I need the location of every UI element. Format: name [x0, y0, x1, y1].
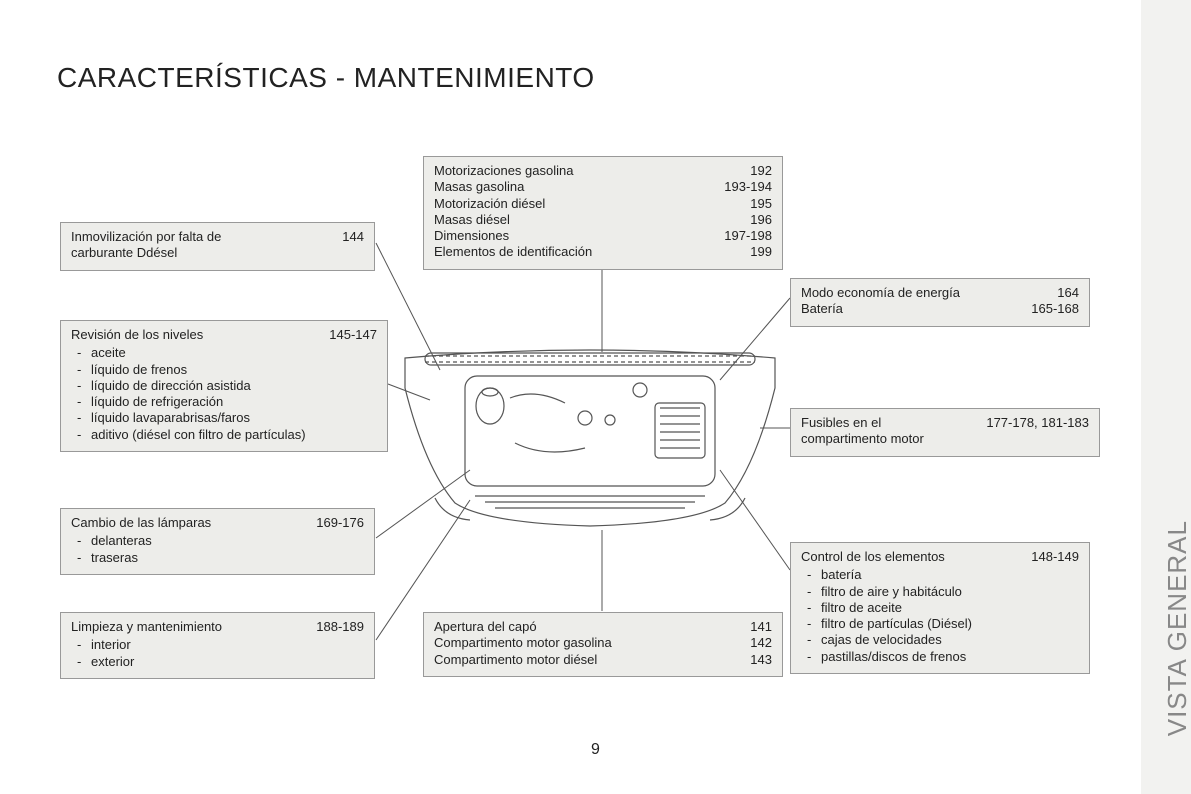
- callout-pages: 145-147: [329, 327, 377, 343]
- callout-list-item: exterior: [71, 654, 364, 670]
- callout-pages: 142: [750, 635, 772, 651]
- callout-label: Inmovilización por falta de carburante D…: [71, 229, 330, 262]
- callout-label: Revisión de los niveles: [71, 327, 317, 343]
- callout-pages: 192: [750, 163, 772, 179]
- callout-list-item: batería: [801, 567, 1079, 583]
- callout-pages: 143: [750, 652, 772, 668]
- callout-label: Modo economía de energía: [801, 285, 1045, 301]
- callout-pages: 199: [750, 244, 772, 260]
- callout-label: Masas gasolina: [434, 179, 712, 195]
- callout-list-item: aceite: [71, 345, 377, 361]
- engine-illustration: [395, 348, 785, 533]
- callout-levels: Revisión de los niveles145-147aceitelíqu…: [60, 320, 388, 452]
- callout-list-item: traseras: [71, 550, 364, 566]
- callout-label: Dimensiones: [434, 228, 712, 244]
- callout-list-item: aditivo (diésel con filtro de partículas…: [71, 427, 377, 443]
- callout-lamps: Cambio de las lámparas 169-176 delanterast…: [60, 508, 375, 575]
- callout-label: Limpieza y mantenimiento: [71, 619, 304, 635]
- callout-pages: 169-176: [316, 515, 364, 531]
- callout-pages: 177-178, 181-183: [986, 415, 1089, 448]
- callout-fuses: Fusibles en el compartimento motor 177-17…: [790, 408, 1100, 457]
- callout-pages: 188-189: [316, 619, 364, 635]
- callout-list-item: cajas de velocidades: [801, 632, 1079, 648]
- callout-pages: 148-149: [1031, 549, 1079, 565]
- callout-list-item: líquido de dirección asistida: [71, 378, 377, 394]
- callout-bonnet: Apertura del capó 141 Compartimento motor …: [423, 612, 783, 677]
- callout-list-item: filtro de aceite: [801, 600, 1079, 616]
- callout-list-item: líquido de refrigeración: [71, 394, 377, 410]
- callout-pages: 196: [750, 212, 772, 228]
- page-number: 9: [591, 741, 600, 759]
- callout-label: Apertura del capó: [434, 619, 738, 635]
- callout-pages: 141: [750, 619, 772, 635]
- page-title: CARACTERÍSTICAS - MANTENIMIENTO: [57, 62, 595, 94]
- callout-cleaning: Limpieza y mantenimiento 188-189 interiore…: [60, 612, 375, 679]
- callout-energy-mode: Modo economía de energía 164 Batería 165-16…: [790, 278, 1090, 327]
- callout-list-item: interior: [71, 637, 364, 653]
- callout-list-item: filtro de partículas (Diésel): [801, 616, 1079, 632]
- callout-list-item: líquido de frenos: [71, 362, 377, 378]
- callout-label: Cambio de las lámparas: [71, 515, 304, 531]
- callout-immobilization: Inmovilización por falta de carburante D…: [60, 222, 375, 271]
- callout-pages: 165-168: [1031, 301, 1079, 317]
- callout-label: Fusibles en el compartimento motor: [801, 415, 974, 448]
- callout-pages: 144: [342, 229, 364, 262]
- callout-pages: 193-194: [724, 179, 772, 195]
- callout-label: Motorización diésel: [434, 196, 738, 212]
- callout-list-item: delanteras: [71, 533, 364, 549]
- callout-pages: 164: [1057, 285, 1079, 301]
- callout-list-item: pastillas/discos de frenos: [801, 649, 1079, 665]
- callout-label: Compartimento motor gasolina: [434, 635, 738, 651]
- callout-label: Elementos de identificación: [434, 244, 738, 260]
- callout-label: Batería: [801, 301, 1019, 317]
- callout-label: Motorizaciones gasolina: [434, 163, 738, 179]
- callout-label: Control de los elementos: [801, 549, 1019, 565]
- callout-pages: 197-198: [724, 228, 772, 244]
- callout-label: Compartimento motor diésel: [434, 652, 738, 668]
- callout-label: Masas diésel: [434, 212, 738, 228]
- callout-list-item: filtro de aire y habitáculo: [801, 584, 1079, 600]
- callout-checks: Control de los elementos148-149bateríafi…: [790, 542, 1090, 674]
- callout-list-item: líquido lavaparabrisas/faros: [71, 410, 377, 426]
- section-side-label: VISTA GENERAL: [1162, 520, 1191, 736]
- callout-specifications: Motorizaciones gasolina 192 Masas gasolina…: [423, 156, 783, 270]
- callout-pages: 195: [750, 196, 772, 212]
